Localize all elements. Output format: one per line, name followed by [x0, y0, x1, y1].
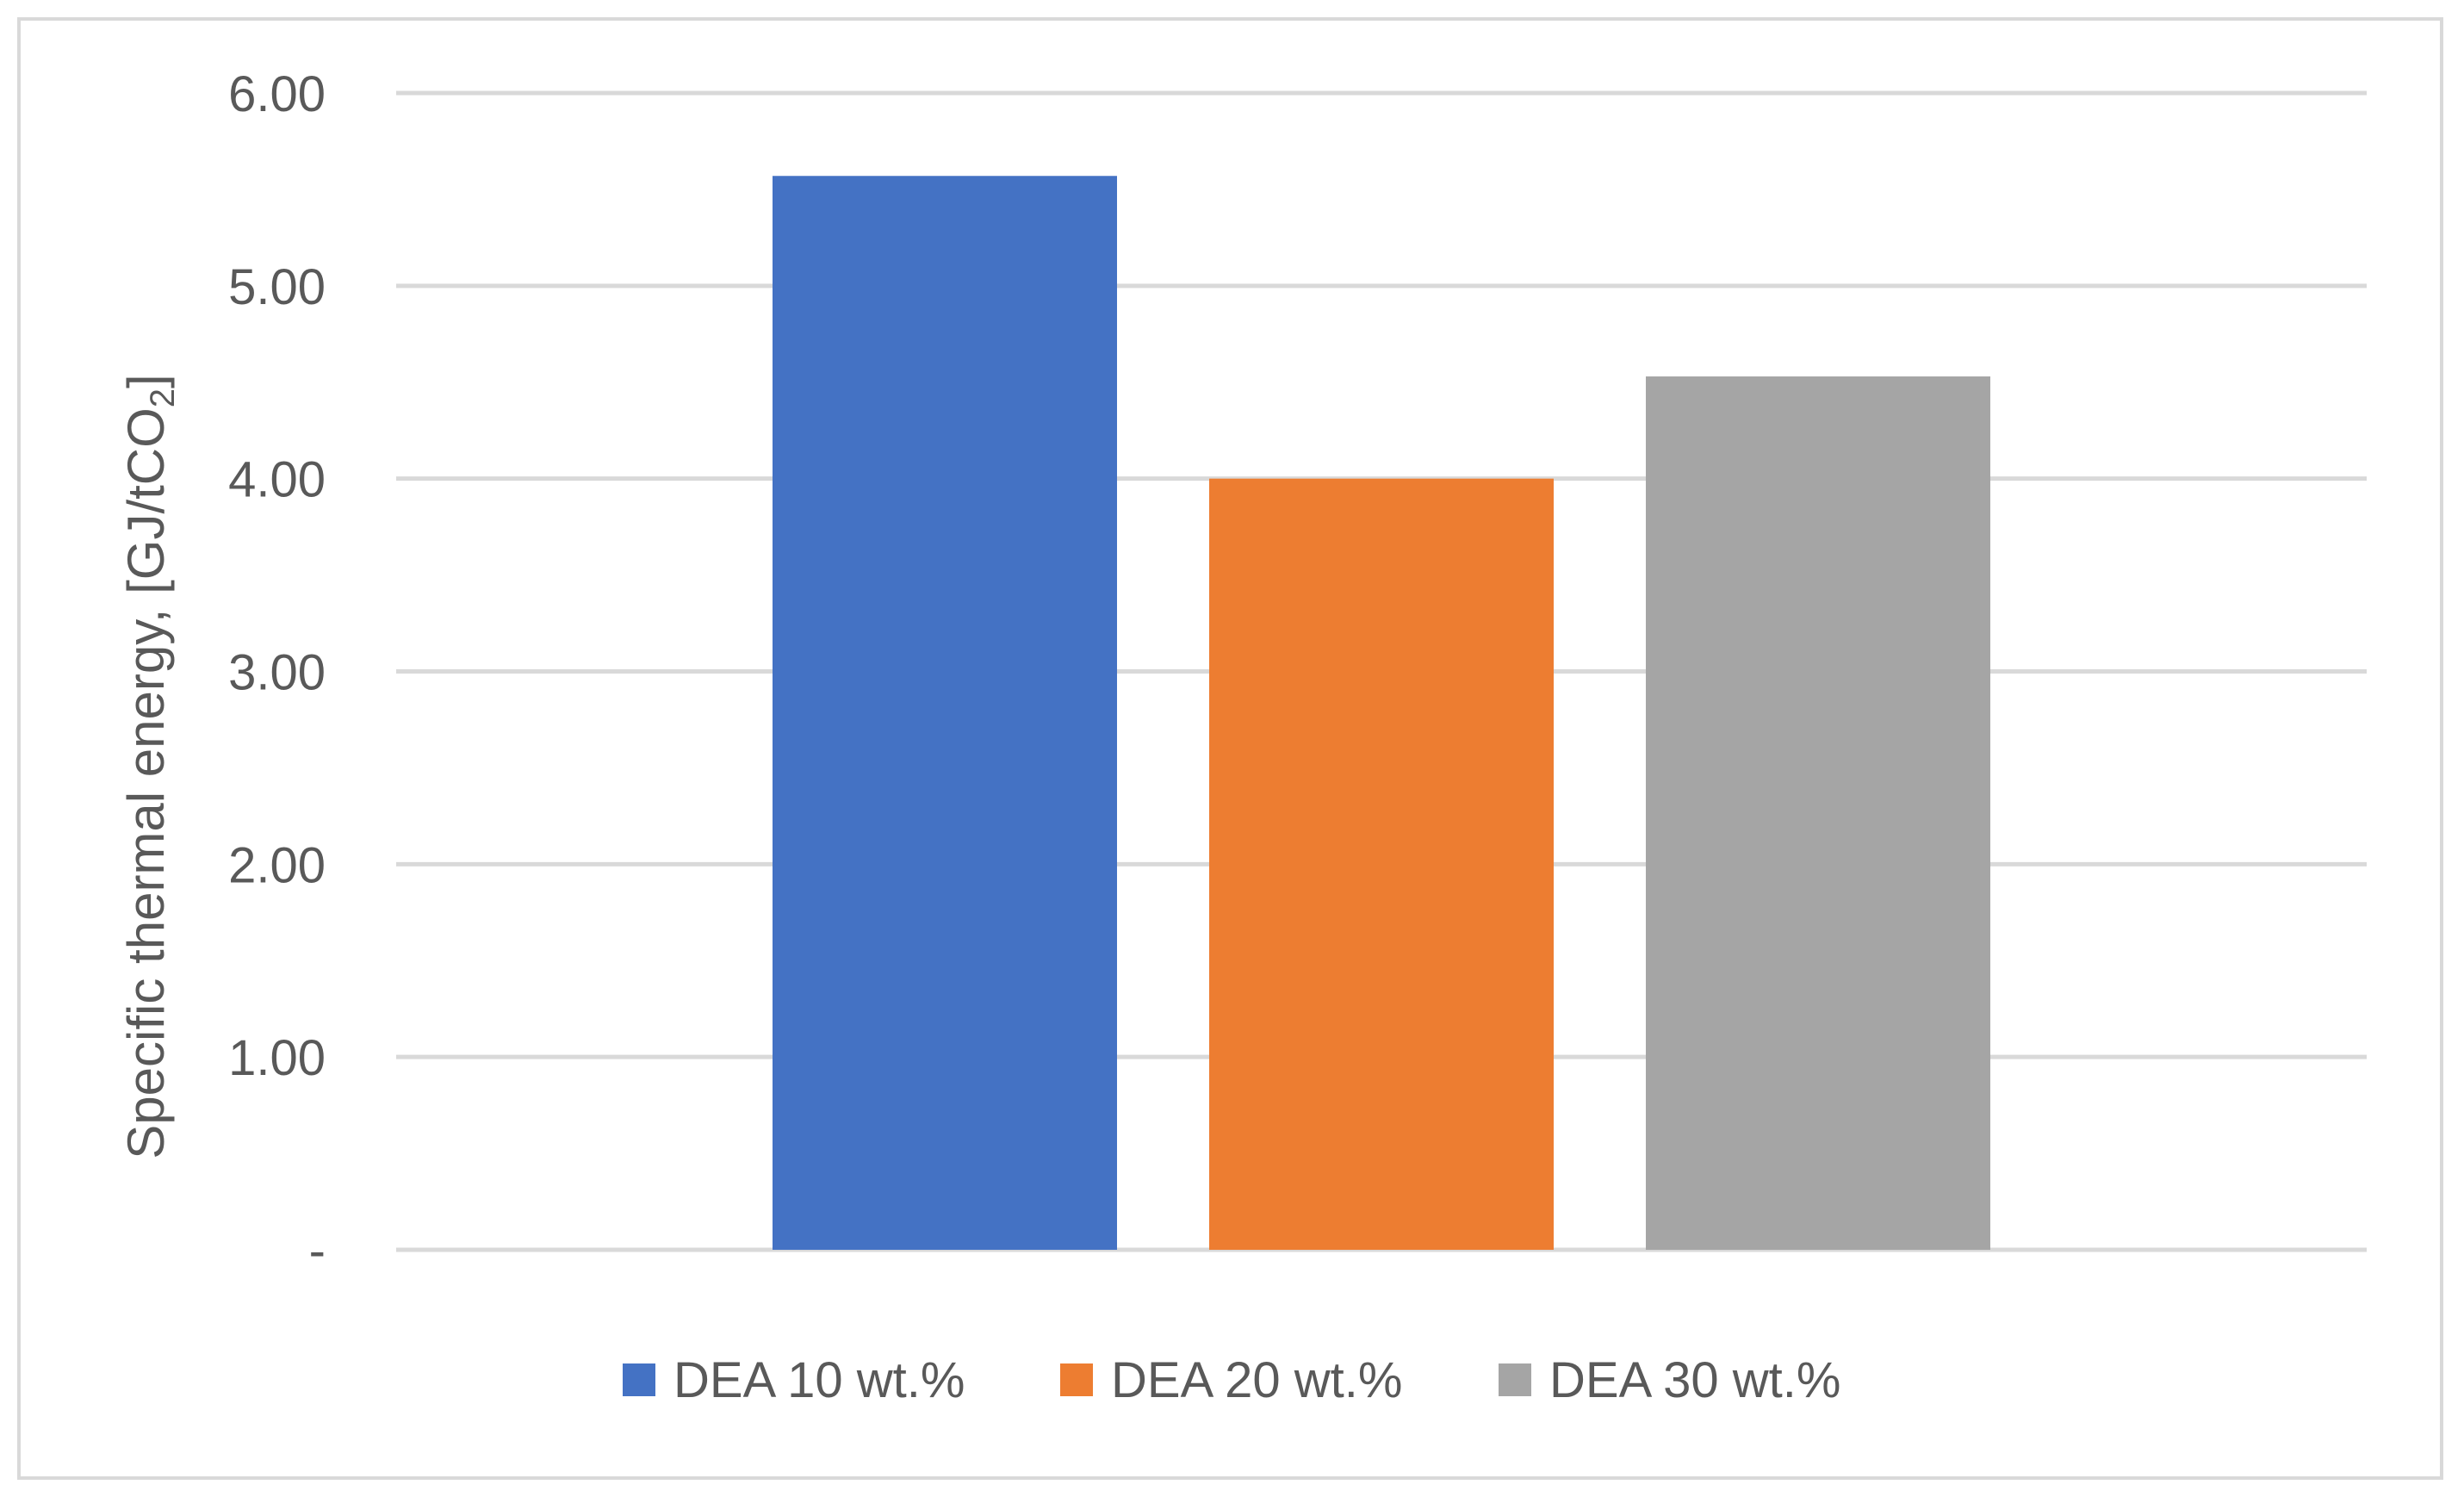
y-tick-label: 5.00 [228, 259, 326, 315]
y-axis-label-main: Specific thermal energy, [GJ/tCO [117, 407, 175, 1159]
legend-label: DEA 30 wt.% [1549, 1352, 1840, 1408]
legend-label: DEA 10 wt.% [673, 1352, 965, 1408]
y-tick-label: 3.00 [228, 645, 326, 701]
y-tick-label: 6.00 [228, 66, 326, 122]
legend-swatch [623, 1363, 655, 1396]
legend: DEA 10 wt.% DEA 20 wt.% DEA 30 wt.% [623, 1352, 1840, 1408]
y-tick-label: 2.00 [228, 837, 326, 893]
y-axis-label: Specific thermal energy, [GJ/tCO2] [117, 374, 182, 1158]
bar-2 [1209, 478, 1554, 1250]
y-tick-label: 4.00 [228, 452, 326, 508]
bar-1 [773, 176, 1117, 1251]
legend-swatch [1060, 1363, 1093, 1396]
bar-3 [1646, 376, 1990, 1250]
y-tick-label: - [309, 1223, 326, 1279]
y-tick-label: 1.00 [228, 1030, 326, 1086]
legend-label: DEA 20 wt.% [1111, 1352, 1402, 1408]
y-axis-label-subscript: 2 [144, 388, 182, 407]
bars [773, 176, 1990, 1251]
y-axis-label-suffix: ] [117, 374, 175, 388]
legend-swatch [1499, 1363, 1531, 1396]
y-axis-tick-labels: - 1.00 2.00 3.00 4.00 5.00 6.00 [228, 66, 326, 1279]
